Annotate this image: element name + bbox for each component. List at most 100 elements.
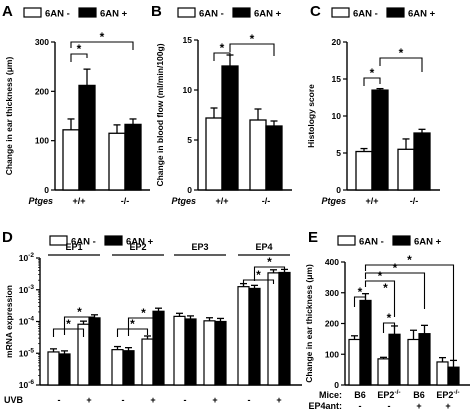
- a-y-tick-label: 300: [35, 37, 49, 47]
- e-bar-minus: [407, 338, 420, 386]
- c-bracket-between: [379, 57, 423, 72]
- e-bar-minus: [348, 338, 361, 386]
- d-group-label-ep4: EP4: [255, 242, 272, 252]
- d-group-label-ep2: EP2: [129, 242, 146, 252]
- d-y-axis-label: mRNA expression: [4, 285, 14, 358]
- c-legend-swatch-plus: [386, 7, 405, 18]
- d-bar-plus: [152, 310, 165, 386]
- panel-label-e: E: [308, 229, 318, 246]
- d-bracket-ep2-lower-star: *: [130, 317, 135, 331]
- c-legend-label-minus: 6AN -: [353, 9, 378, 20]
- a-bracket-between-star: *: [100, 30, 105, 44]
- d-uvb-label: +: [276, 395, 281, 405]
- d-bracket-ep4-upper: [253, 266, 286, 281]
- a-y-axis-label: Change in ear thickness (μm): [4, 57, 14, 176]
- e-bracket-b6: [353, 296, 367, 307]
- c-legend-label-plus: 6AN +: [408, 9, 436, 20]
- chart-b: 6AN - 6AN + 0 5 10 15 Change in blood flow (ml…: [155, 7, 292, 206]
- d-y-tick-label: 10-4: [19, 316, 35, 327]
- chart-c: 6AN - 6AN + 0 5 10 15 20 Histology score +/+ -/- P…: [306, 7, 440, 206]
- d-legend-label-plus: 6AN +: [126, 237, 154, 248]
- e-bar-plus: [447, 366, 460, 386]
- d-uvb-label: -: [248, 395, 251, 405]
- e-mice-label: EP2-/-: [436, 389, 459, 400]
- b-bracket-between-star: *: [250, 32, 255, 46]
- a-legend-swatch-plus: [78, 7, 97, 18]
- d-bar-plus: [58, 353, 71, 386]
- e-bar-plus: [418, 333, 431, 386]
- c-bracket-between-star: *: [399, 46, 404, 60]
- b-bracket-wt: [213, 52, 231, 61]
- a-bracket-wt: [70, 53, 88, 62]
- b-bracket-wt-star: *: [220, 41, 225, 55]
- d-bar-minus: [47, 351, 60, 386]
- d-y-tick-label: 10-3: [19, 284, 35, 295]
- e-bracket-b6-star: *: [358, 285, 363, 299]
- d-bracket-ep4-lower: [242, 279, 275, 286]
- d-bar-plus: [278, 271, 291, 386]
- a-y-tick-label: 100: [35, 136, 49, 146]
- e-ep4ant-label: +: [416, 401, 421, 411]
- d-bar-plus: [88, 317, 101, 386]
- e-ep4ant-title: EP4ant:: [308, 401, 342, 411]
- chart-a: 6AN - 6AN + 0 100 200 300 Change in ear thickn…: [4, 7, 150, 206]
- b-legend-swatch-minus: [177, 7, 196, 18]
- c-y-axis-label: Histology score: [306, 84, 316, 148]
- a-bar-wt-minus: [62, 129, 80, 191]
- c-y-tick-label: 10: [332, 111, 342, 121]
- e-ep4ant-label: +: [445, 401, 450, 411]
- e-y-tick-label: 300: [325, 288, 339, 298]
- d-bracket-ep2-lower: [116, 328, 149, 337]
- e-bar-minus: [377, 358, 390, 386]
- d-bar-minus: [237, 286, 250, 386]
- d-bar-plus: [122, 350, 135, 386]
- e-y-axis-label: Change in ear thickness (μm): [304, 264, 314, 383]
- d-bar-plus: [184, 318, 197, 386]
- chart-e: 6AN - 6AN + 0 100 200 300 400 Change in ear thi…: [304, 235, 470, 411]
- e-bar-minus: [436, 361, 449, 386]
- b-x-tick-label: +/+: [215, 196, 228, 206]
- e-bracket-b6-ep2: [364, 280, 396, 317]
- d-bar-minus: [203, 320, 216, 386]
- b-y-tick-label: 5: [187, 135, 192, 145]
- d-uvb-title: UVB: [4, 395, 24, 405]
- e-mice-title: Mice:: [319, 390, 342, 400]
- d-bar-minus: [267, 272, 280, 386]
- d-uvb-label: +: [212, 395, 217, 405]
- d-bracket-ep2-upper-star: *: [141, 306, 146, 320]
- e-bracket-b6-ep2ant: [364, 264, 455, 361]
- a-legend-label-plus: 6AN +: [100, 9, 128, 20]
- d-group-label-ep1: EP1: [65, 242, 82, 252]
- b-bar-ko-minus: [249, 119, 267, 191]
- d-legend-label-minus: 6AN -: [71, 237, 96, 248]
- d-uvb-label: +: [86, 395, 91, 405]
- e-y-tick-label: 200: [325, 319, 339, 329]
- b-y-tick-label: 10: [183, 85, 193, 95]
- c-y-tick-label: 0: [336, 185, 341, 195]
- a-x-tick-label: -/-: [121, 196, 130, 206]
- chart-d: 6AN - 6AN + 10-6 10-5 10-4 10-3 10-2 mRNA expre…: [4, 235, 302, 405]
- a-y-tick-label: 0: [44, 185, 49, 195]
- d-uvb-label: +: [150, 395, 155, 405]
- e-bracket-b6-ant-star: *: [393, 261, 398, 275]
- e-bracket-b6-ep2-star: *: [378, 269, 383, 283]
- d-legend-swatch-minus: [49, 235, 68, 246]
- a-x-tick-label: +/+: [72, 196, 85, 206]
- a-bar-ko-plus: [124, 123, 142, 191]
- d-bracket-ep4-upper-star: *: [267, 255, 272, 269]
- d-group-label-ep3: EP3: [191, 242, 208, 252]
- d-y-tick-label: 10-6: [19, 379, 35, 390]
- c-y-tick-label: 5: [336, 148, 341, 158]
- a-legend-label-minus: 6AN -: [45, 9, 70, 20]
- d-bracket-ep4-lower-star: *: [256, 268, 261, 282]
- panel-label-a: A: [2, 3, 13, 20]
- b-bracket-between: [229, 43, 275, 56]
- b-x-tick-label: -/-: [262, 196, 271, 206]
- b-legend-label-plus: 6AN +: [254, 9, 282, 20]
- d-bar-minus: [173, 315, 186, 386]
- a-bracket-between: [70, 41, 134, 50]
- e-bracket-b6-ep2ant-star: *: [407, 253, 412, 267]
- d-y-tick-label: 10-2: [19, 252, 35, 263]
- b-bar-ko-plus: [265, 125, 283, 191]
